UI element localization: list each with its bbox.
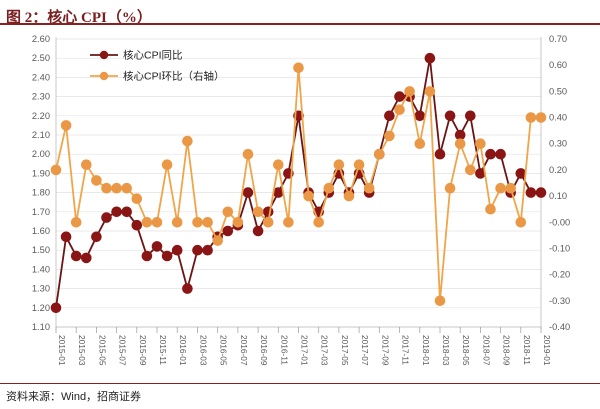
svg-text:-0.00: -0.00 [549, 217, 570, 227]
svg-text:0.50: 0.50 [549, 86, 567, 96]
svg-text:-0.40: -0.40 [549, 322, 570, 332]
svg-text:1.50: 1.50 [32, 245, 50, 255]
svg-text:2.60: 2.60 [32, 34, 50, 44]
svg-text:0.60: 0.60 [549, 60, 567, 70]
svg-text:2019-01: 2019-01 [542, 335, 552, 366]
svg-text:-0.20: -0.20 [549, 270, 570, 280]
svg-text:2015-09: 2015-09 [138, 335, 148, 366]
svg-text:2017-07: 2017-07 [360, 335, 370, 366]
svg-text:2015-11: 2015-11 [158, 335, 168, 365]
svg-text:2016-03: 2016-03 [199, 335, 209, 366]
svg-text:1.60: 1.60 [32, 226, 50, 236]
svg-text:2015-03: 2015-03 [77, 335, 87, 366]
svg-text:1.90: 1.90 [32, 168, 50, 178]
svg-text:2.40: 2.40 [32, 72, 50, 82]
svg-text:2018-01: 2018-01 [421, 335, 431, 366]
svg-text:核心CPI环比（右轴）: 核心CPI环比（右轴） [123, 70, 225, 83]
svg-text:1.20: 1.20 [32, 303, 50, 313]
svg-text:2017-03: 2017-03 [320, 335, 330, 366]
svg-text:2017-09: 2017-09 [380, 335, 390, 366]
svg-text:2017-05: 2017-05 [340, 335, 350, 366]
svg-text:2.00: 2.00 [32, 149, 50, 159]
svg-text:2016-07: 2016-07 [239, 335, 249, 366]
svg-text:1.30: 1.30 [32, 284, 50, 294]
svg-text:2016-11: 2016-11 [279, 335, 289, 365]
svg-text:0.40: 0.40 [549, 113, 567, 123]
svg-text:1.40: 1.40 [32, 264, 50, 274]
svg-text:2.50: 2.50 [32, 53, 50, 63]
svg-text:核心CPI同比: 核心CPI同比 [123, 49, 183, 62]
svg-text:2018-11: 2018-11 [522, 335, 532, 365]
svg-text:2018-09: 2018-09 [502, 335, 512, 366]
svg-text:0.20: 0.20 [549, 165, 567, 175]
svg-text:0.10: 0.10 [549, 191, 567, 201]
svg-text:2018-07: 2018-07 [481, 335, 491, 366]
svg-text:2015-05: 2015-05 [97, 335, 107, 366]
svg-text:0.30: 0.30 [549, 139, 567, 149]
svg-text:2018-03: 2018-03 [441, 335, 451, 366]
svg-text:2015-07: 2015-07 [118, 335, 128, 366]
svg-text:2018-05: 2018-05 [461, 335, 471, 366]
svg-text:2.30: 2.30 [32, 92, 50, 102]
svg-text:2016-09: 2016-09 [259, 335, 269, 366]
svg-text:-0.10: -0.10 [549, 244, 570, 254]
svg-text:0.70: 0.70 [549, 34, 567, 44]
svg-text:2.20: 2.20 [32, 111, 50, 121]
svg-text:1.70: 1.70 [32, 207, 50, 217]
svg-text:2017-11: 2017-11 [401, 335, 411, 365]
svg-text:1.10: 1.10 [32, 322, 50, 332]
svg-text:2017-01: 2017-01 [300, 335, 310, 366]
svg-text:-0.30: -0.30 [549, 296, 570, 306]
svg-text:2016-01: 2016-01 [178, 335, 188, 366]
svg-text:2.10: 2.10 [32, 130, 50, 140]
svg-text:1.80: 1.80 [32, 188, 50, 198]
svg-text:2016-05: 2016-05 [219, 335, 229, 366]
svg-text:2015-01: 2015-01 [57, 335, 67, 366]
